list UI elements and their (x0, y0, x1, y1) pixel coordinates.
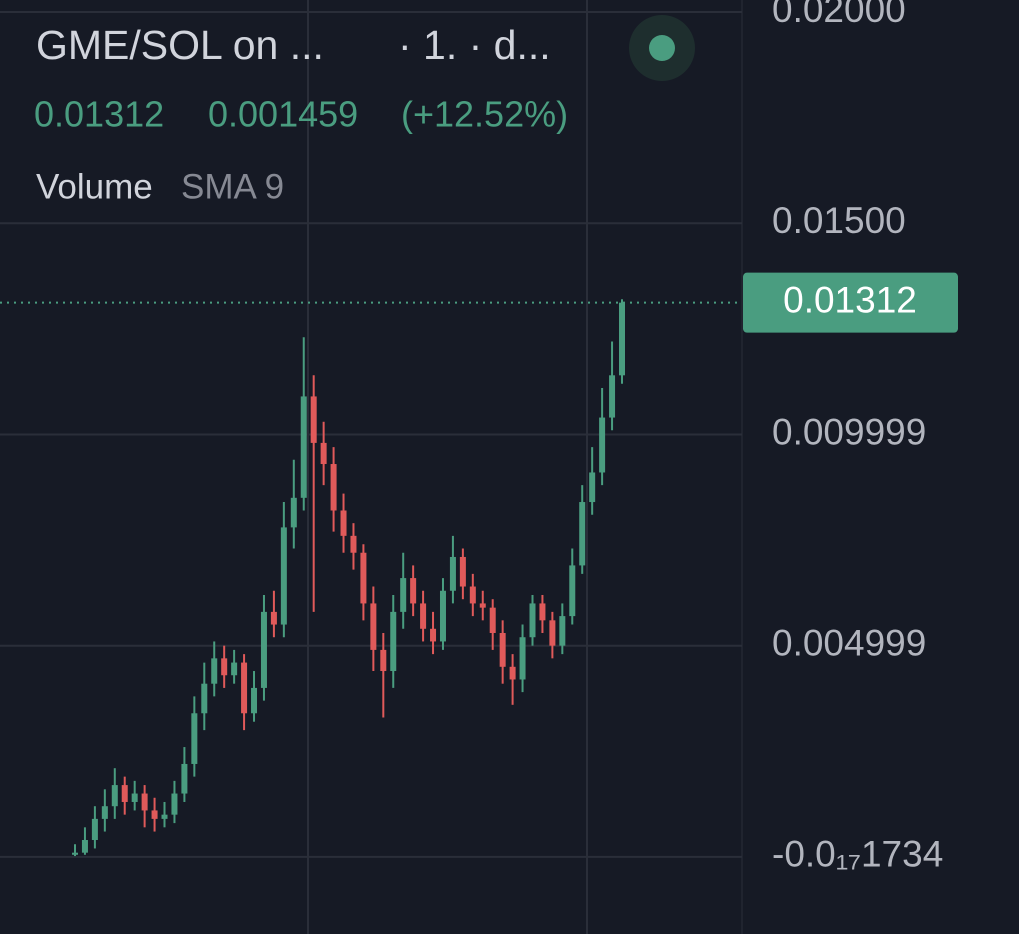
indicator-params[interactable]: SMA 9 (181, 167, 284, 206)
candle-body (499, 633, 506, 667)
candle-body (141, 793, 148, 811)
candle-body (360, 552, 367, 604)
indicator-name[interactable]: Volume (36, 167, 153, 206)
candle-body (410, 578, 417, 604)
candle-body (201, 683, 208, 714)
candle-body (420, 603, 427, 629)
price-axis: 0.02000 0.01500 0.009999 0.004999 -0.0₁₇1734… (743, 0, 958, 875)
y-tick-label: 0.02000 (772, 0, 906, 30)
candle-body (350, 535, 357, 553)
candle-body (280, 527, 287, 625)
candle-body (211, 658, 218, 684)
y-tick-label: 0.004999 (772, 622, 926, 663)
candle-body (101, 806, 108, 819)
candle-body (439, 590, 446, 642)
candle-body (300, 396, 307, 498)
candle-body (231, 662, 238, 676)
candle-body (529, 603, 536, 638)
candle-body (161, 814, 168, 819)
candle-body (449, 556, 456, 591)
candle-body (81, 840, 88, 853)
candle-body (589, 472, 596, 503)
candle-body (181, 763, 188, 794)
candle-body (400, 578, 407, 612)
symbol-title[interactable]: GME/SOL on ... (36, 22, 324, 68)
candle-body (330, 464, 337, 511)
candle-body (320, 442, 327, 465)
last-price-box (743, 272, 958, 333)
candle-body (390, 611, 397, 672)
candle-body (260, 611, 267, 688)
candle-body (111, 785, 118, 807)
candle-body (270, 611, 277, 625)
candle-body (370, 603, 377, 650)
candle-body (579, 502, 586, 566)
y-tick-label: 0.01500 (772, 200, 906, 241)
candle-body (469, 586, 476, 604)
price-change-percent: (+12.52%) (401, 94, 568, 135)
last-price: 0.01312 (34, 94, 164, 135)
candles (0, 299, 742, 857)
candle-body (380, 649, 387, 672)
candle-body (549, 620, 556, 646)
candle-body (519, 637, 526, 680)
candle-body (599, 417, 606, 473)
candle-body (131, 793, 138, 802)
interval[interactable]: · 1. · d... (398, 22, 551, 68)
candle-body (559, 616, 566, 646)
candle-body (569, 565, 576, 617)
candle-body (121, 785, 128, 802)
candle-body (241, 662, 248, 714)
candle-body (251, 687, 258, 714)
candle-body (171, 793, 178, 815)
candle-body (609, 375, 616, 418)
candle-body (310, 396, 317, 443)
candle-body (430, 628, 437, 642)
candle-body (509, 666, 516, 680)
y-tick-label: 0.009999 (772, 411, 926, 452)
price-change: 0.001459 (208, 94, 358, 135)
candle-body (72, 852, 78, 855)
candle-body (539, 603, 546, 621)
candle-body (290, 497, 297, 528)
candle-body (91, 818, 98, 841)
y-tick-label: -0.0₁₇1734 (772, 834, 943, 875)
candle-body (191, 713, 198, 764)
status-dot (649, 35, 675, 61)
last-price-label: 0.01312 (783, 279, 917, 320)
candle-body (151, 810, 158, 819)
candle-body (459, 556, 466, 587)
candle-body (221, 658, 228, 676)
candle-body (340, 510, 347, 536)
candle-body (479, 603, 486, 608)
candle-body (619, 302, 625, 376)
candle-body (489, 607, 496, 634)
